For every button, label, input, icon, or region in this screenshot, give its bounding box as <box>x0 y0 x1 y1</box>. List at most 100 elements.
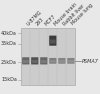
Text: 35kDa: 35kDa <box>1 41 17 46</box>
Bar <box>21 28 75 85</box>
Bar <box>50 29 51 30</box>
Bar <box>26 34 27 35</box>
Bar <box>68 83 69 84</box>
Bar <box>50 51 51 52</box>
Bar <box>52 69 53 70</box>
Bar <box>63 65 64 66</box>
Bar <box>71 81 72 82</box>
Bar <box>27 53 28 54</box>
Bar <box>56 37 57 38</box>
Bar <box>40 41 41 42</box>
Bar <box>25 83 26 84</box>
Bar <box>31 67 32 68</box>
Bar <box>65 30 66 31</box>
Text: PSMA7: PSMA7 <box>82 59 99 64</box>
FancyBboxPatch shape <box>50 40 56 44</box>
Bar <box>57 58 58 59</box>
Bar <box>23 51 24 52</box>
Bar <box>71 49 72 50</box>
Text: 40kDa: 40kDa <box>1 31 17 36</box>
FancyBboxPatch shape <box>50 60 56 63</box>
FancyBboxPatch shape <box>32 60 38 63</box>
Bar <box>69 49 70 50</box>
Bar <box>75 60 76 61</box>
Bar <box>74 46 75 47</box>
Bar <box>35 48 36 49</box>
FancyBboxPatch shape <box>41 60 46 63</box>
FancyBboxPatch shape <box>22 57 29 64</box>
Bar <box>37 52 38 53</box>
Bar <box>49 66 50 67</box>
Bar <box>58 56 59 57</box>
FancyBboxPatch shape <box>31 57 38 64</box>
FancyBboxPatch shape <box>49 36 56 46</box>
Bar <box>39 46 40 47</box>
Bar <box>74 50 75 51</box>
Bar <box>30 30 31 31</box>
Bar <box>42 59 43 60</box>
Bar <box>41 69 42 70</box>
Bar <box>53 32 54 33</box>
Bar <box>73 53 74 54</box>
Bar <box>23 67 24 68</box>
Text: Mouse brain: Mouse brain <box>53 1 78 26</box>
Bar <box>66 50 67 51</box>
Bar <box>64 27 65 28</box>
Bar <box>42 57 43 58</box>
Bar <box>52 55 53 56</box>
Bar <box>41 84 42 85</box>
Bar <box>56 54 57 55</box>
Bar <box>51 67 52 68</box>
Bar <box>31 33 32 34</box>
Text: 15kDa: 15kDa <box>1 77 17 82</box>
Bar <box>70 71 71 72</box>
Bar <box>32 83 33 84</box>
Bar <box>64 76 65 77</box>
Bar <box>24 54 25 55</box>
Bar <box>75 82 76 83</box>
Bar <box>65 35 66 36</box>
Bar <box>31 33 32 34</box>
Bar <box>59 73 60 74</box>
Text: 25kDa: 25kDa <box>1 60 17 65</box>
Text: MCF7: MCF7 <box>44 13 57 26</box>
Bar <box>29 66 30 67</box>
Bar <box>33 80 34 81</box>
Bar <box>29 31 30 32</box>
Bar <box>47 54 48 55</box>
Bar <box>40 71 41 72</box>
Bar <box>32 55 33 56</box>
Bar <box>40 68 41 69</box>
Bar <box>30 60 31 61</box>
Text: U-87MG: U-87MG <box>26 9 43 26</box>
Bar <box>49 60 50 61</box>
Text: Rabbit liver: Rabbit liver <box>62 3 85 26</box>
Bar <box>72 76 73 77</box>
Bar <box>58 59 59 60</box>
Bar <box>45 74 46 75</box>
Bar <box>61 35 62 36</box>
Bar <box>68 31 69 32</box>
Bar <box>34 84 35 85</box>
Text: Mouse lung: Mouse lung <box>71 3 94 26</box>
Bar <box>33 29 34 30</box>
Bar <box>40 39 41 40</box>
Bar <box>60 43 61 44</box>
Bar <box>38 36 39 37</box>
Bar <box>24 50 25 51</box>
Bar <box>64 47 65 48</box>
FancyBboxPatch shape <box>59 60 65 63</box>
Bar <box>53 64 54 65</box>
Bar <box>44 46 45 47</box>
FancyBboxPatch shape <box>40 57 47 64</box>
Bar <box>47 78 48 79</box>
Bar <box>75 27 76 28</box>
Bar <box>49 57 50 58</box>
Bar <box>55 80 56 81</box>
Bar <box>35 75 36 76</box>
FancyBboxPatch shape <box>49 58 56 64</box>
Bar <box>42 69 43 70</box>
Bar <box>66 60 67 61</box>
Bar <box>66 34 67 35</box>
Bar <box>53 62 54 63</box>
